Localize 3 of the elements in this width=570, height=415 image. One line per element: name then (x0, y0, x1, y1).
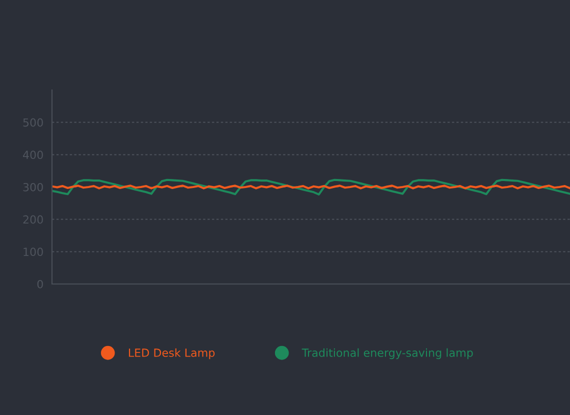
line-series (52, 178, 570, 196)
legend-label: Traditional energy-saving lamp (302, 348, 473, 360)
legend-label: LED Desk Lamp (128, 348, 215, 360)
